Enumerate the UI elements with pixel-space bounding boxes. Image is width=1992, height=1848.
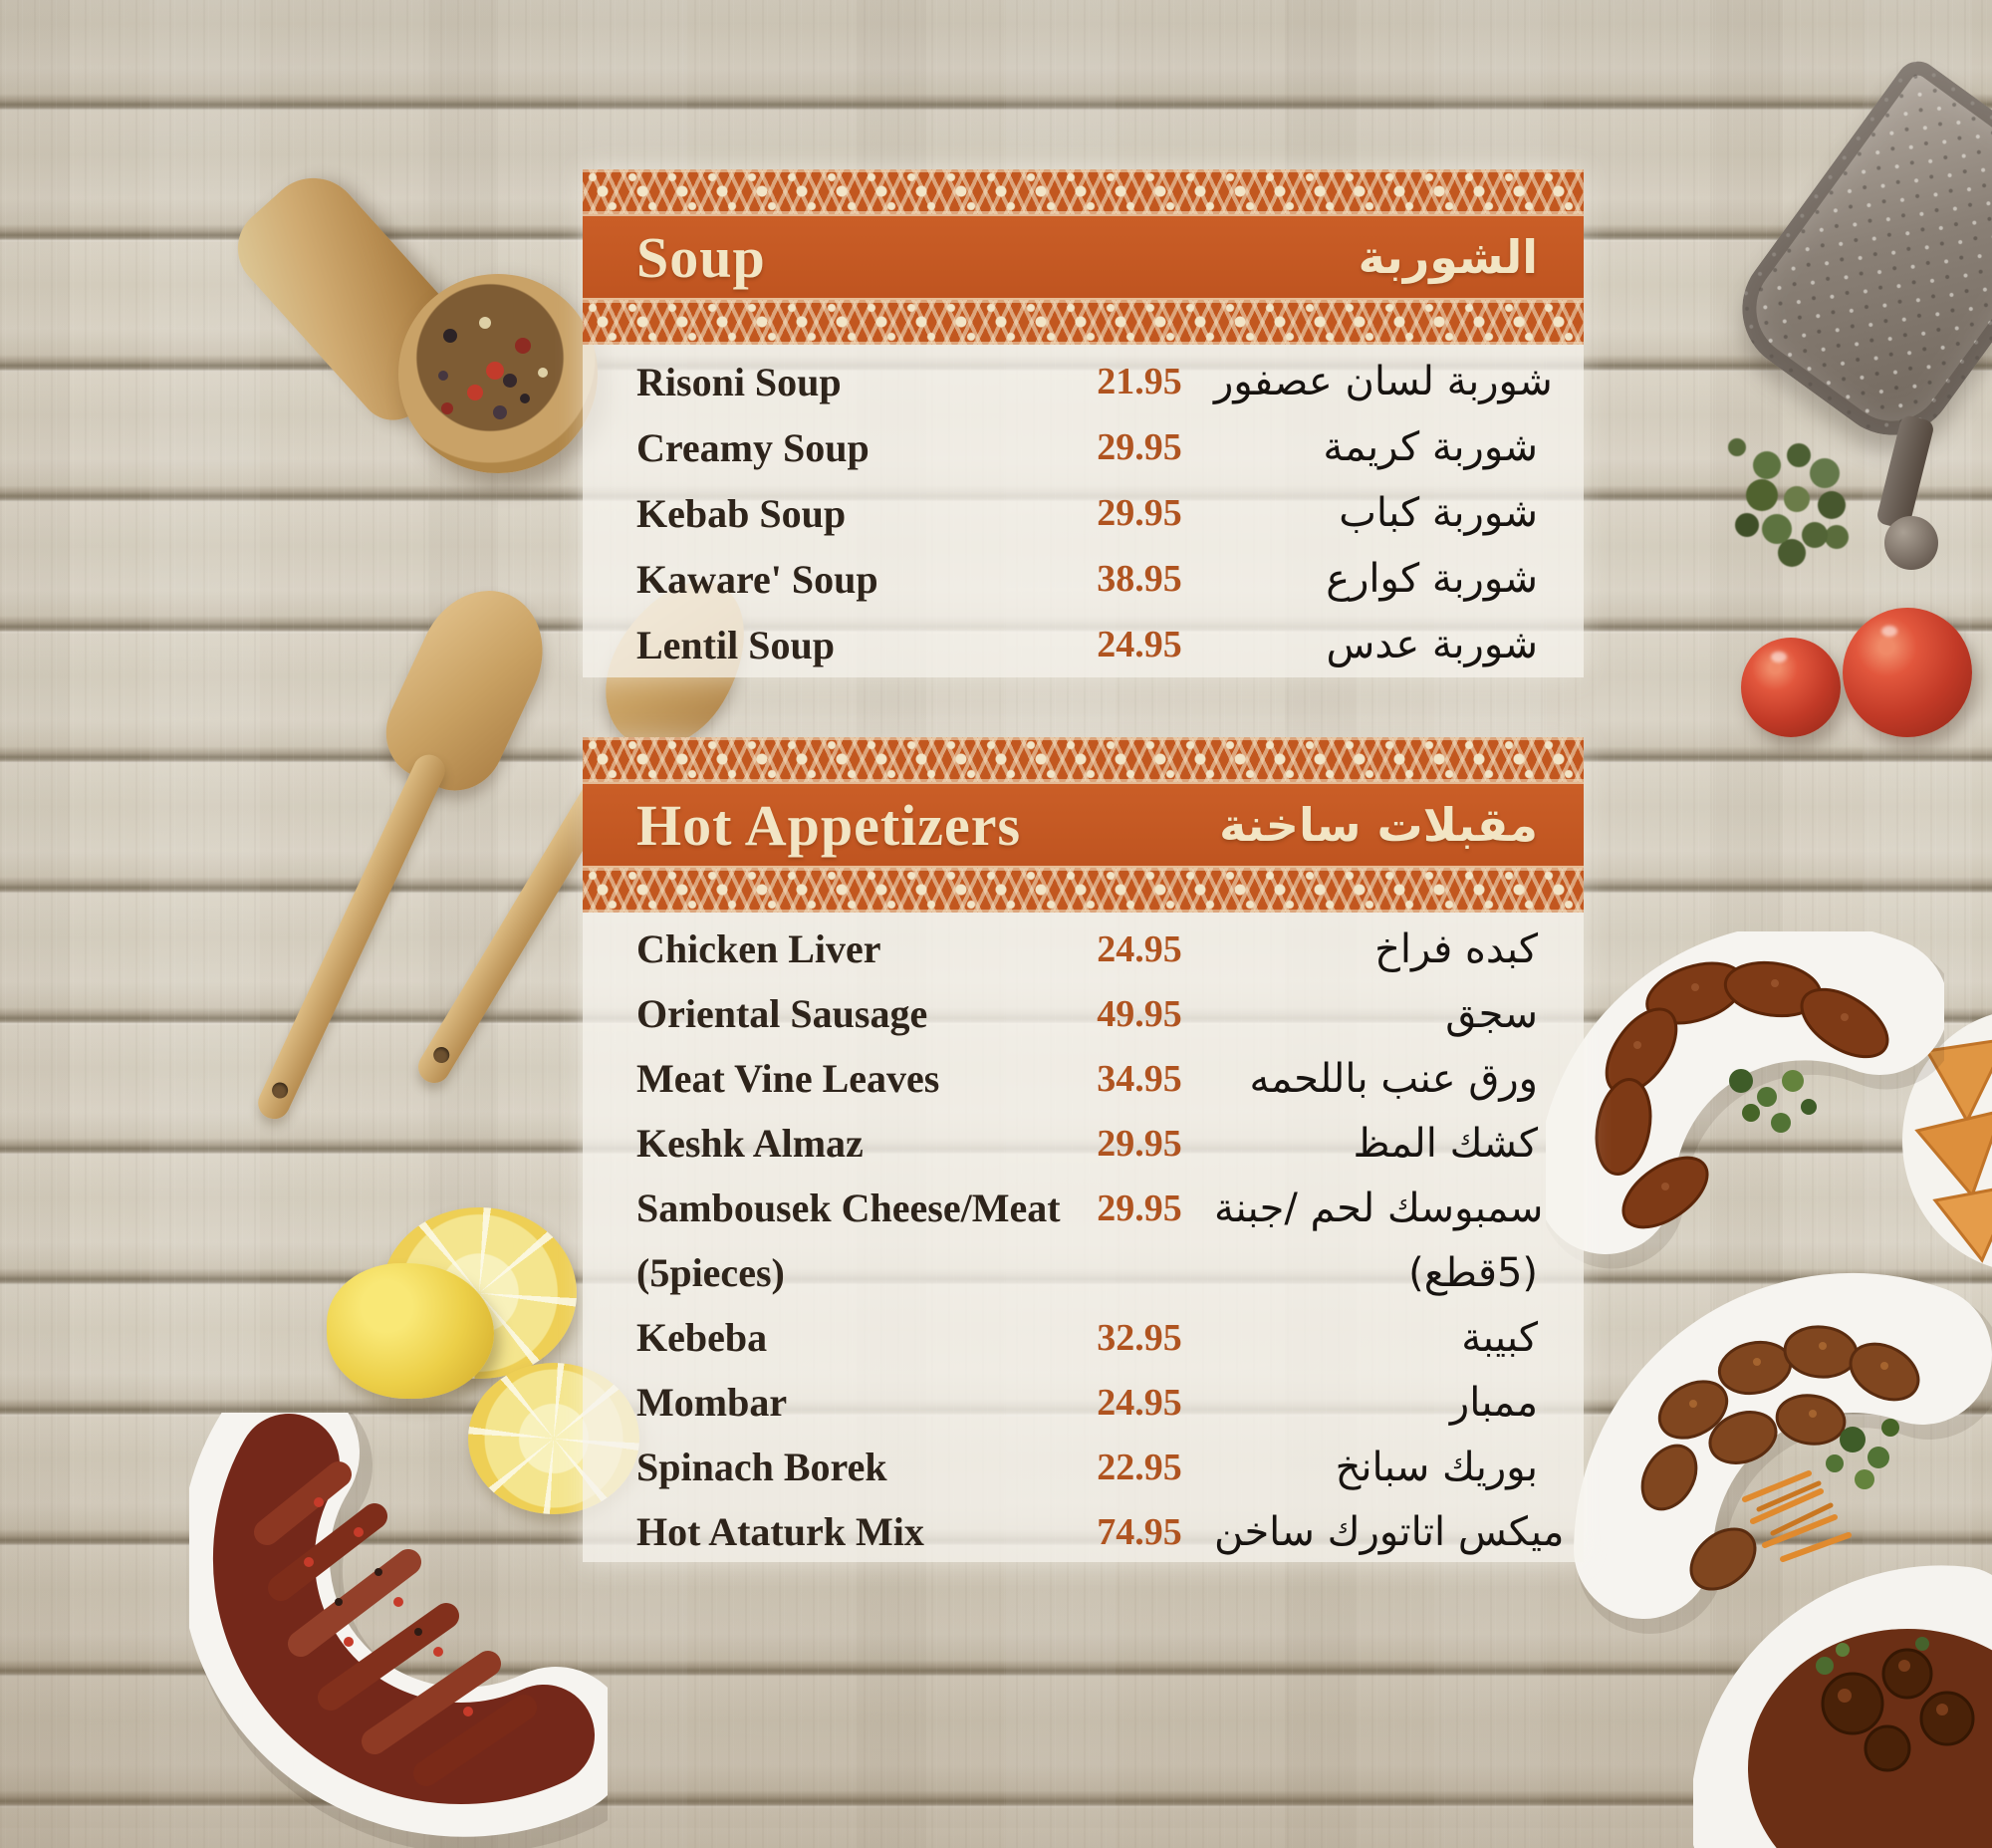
meat-stew-bowl-photo <box>1693 1565 1992 1848</box>
item-name-en: Mombar <box>636 1380 788 1425</box>
item-price: 24.95 <box>1097 927 1182 970</box>
item-name-ar: سمبوسك لحم /جبنة <box>1214 1185 1544 1231</box>
menu-item-row: Kebab Soup 29.95 شوربة كباب <box>636 480 1538 546</box>
item-name-ar: بوريك سبانخ <box>1335 1444 1538 1490</box>
item-name-ar: ورق عنب باللحمه <box>1249 1055 1538 1102</box>
item-name-en: Creamy Soup <box>636 424 870 470</box>
item-name-en: Keshk Almaz <box>636 1121 864 1166</box>
menu-item-row: Mombar 24.95 ممبار <box>636 1370 1538 1435</box>
item-price: 29.95 <box>1097 1187 1182 1229</box>
menu-item-row: Oriental Sausage 49.95 سجق <box>636 981 1538 1046</box>
item-name-en: Kebeba <box>636 1315 768 1360</box>
item-price: 49.95 <box>1097 992 1182 1035</box>
menu-item-row: Meat Vine Leaves 34.95 ورق عنب باللحمه <box>636 1046 1538 1111</box>
item-name-en: Meat Vine Leaves <box>636 1056 940 1101</box>
item-name-ar: كبده فراخ <box>1374 925 1538 972</box>
item-name-en: Oriental Sausage <box>636 991 928 1036</box>
item-price: 32.95 <box>1097 1316 1182 1359</box>
item-price: 21.95 <box>1097 361 1182 402</box>
item-price: 24.95 <box>1097 624 1182 665</box>
item-name-en: Hot Ataturk Mix <box>636 1509 924 1554</box>
wooden-scoop-peppercorns-photo <box>220 134 608 473</box>
lace-border-icon <box>583 169 1584 214</box>
lace-border-icon <box>583 737 1584 782</box>
item-name-ar: ممبار <box>1449 1379 1538 1426</box>
section-title-ar: مقبلات ساخنة <box>1219 798 1538 852</box>
section-title-en: Soup <box>636 224 766 290</box>
item-name-en: Kebab Soup <box>636 490 847 536</box>
item-price: 38.95 <box>1097 558 1182 600</box>
hot-appetizers-item-list: Chicken Liver 24.95 كبده فراخ Oriental Saus… <box>583 913 1584 1564</box>
item-name-en: Spinach Borek <box>636 1445 887 1489</box>
item-name-en: Chicken Liver <box>636 926 881 971</box>
item-name-en: Kaware' Soup <box>636 556 878 602</box>
item-price: 74.95 <box>1097 1510 1182 1553</box>
meatball-plate-photo <box>1574 1273 1992 1634</box>
tomato-photo <box>1741 638 1841 737</box>
item-name-ar: (5قطع) <box>1408 1249 1538 1296</box>
hot-appetizers-section: Hot Appetizers مقبلات ساخنة Chicken Live… <box>583 737 1584 1562</box>
item-name-en: (5pieces) <box>636 1250 785 1295</box>
item-name-ar: كشك المظ <box>1353 1120 1538 1167</box>
menu-item-row: Chicken Liver 24.95 كبده فراخ <box>636 917 1538 981</box>
peppercorns <box>486 362 504 380</box>
item-name-en: Sambousek Cheese/Meat <box>636 1186 1061 1230</box>
menu-item-row: (5pieces) (5قطع) <box>636 1240 1538 1305</box>
sausage-dish-photo <box>189 1413 608 1848</box>
item-price: 22.95 <box>1097 1446 1182 1488</box>
soup-section: Soup الشوربة Risoni Soup 21.95 شوربة لسان … <box>583 169 1584 677</box>
item-price: 29.95 <box>1097 492 1182 534</box>
item-price: 24.95 <box>1097 1381 1182 1424</box>
item-price: 34.95 <box>1097 1057 1182 1100</box>
item-price: 29.95 <box>1097 426 1182 468</box>
menu-item-row: Creamy Soup 29.95 شوربة كريمة <box>636 414 1538 480</box>
menu-item-row: Sambousek Cheese/Meat 29.95 سمبوسك لحم /جب… <box>636 1176 1543 1240</box>
metal-grater-photo <box>1716 52 1992 588</box>
item-name-ar: شوربة لسان عصفور <box>1214 359 1553 404</box>
section-title-ar: الشوربة <box>1358 230 1538 284</box>
section-title-en: Hot Appetizers <box>636 792 1022 858</box>
grater-knob <box>1884 516 1938 570</box>
item-name-ar: سجق <box>1445 990 1538 1037</box>
item-name-ar: شوربة كوارع <box>1326 556 1538 602</box>
item-name-ar: ميكس اتاتورك ساخن <box>1214 1508 1565 1555</box>
lemon-photo <box>327 1263 494 1399</box>
item-name-en: Lentil Soup <box>636 622 835 667</box>
item-name-en: Risoni Soup <box>636 359 842 404</box>
item-name-ar: شوربة عدس <box>1326 622 1538 667</box>
item-name-ar: شوربة كريمة <box>1323 424 1538 470</box>
kibbeh-plate-photo <box>1546 931 1944 1269</box>
menu-item-row: Keshk Almaz 29.95 كشك المظ <box>636 1111 1538 1176</box>
menu-item-row: Spinach Borek 22.95 بوريك سبانخ <box>636 1435 1538 1499</box>
lace-border-icon <box>583 868 1584 913</box>
menu-item-row: Hot Ataturk Mix 74.95 ميكس اتاتورك ساخن <box>636 1499 1564 1564</box>
soup-item-list: Risoni Soup 21.95 شوربة لسان عصفور Creamy S… <box>583 345 1584 677</box>
tomato-photo <box>1843 608 1972 737</box>
item-name-ar: شوربة كباب <box>1339 490 1538 536</box>
menu-item-row: Kebeba 32.95 كبيبة <box>636 1305 1538 1370</box>
soup-header-band: Soup الشوربة <box>583 214 1584 300</box>
thyme-sprig-photo <box>1728 438 1746 456</box>
menu-item-row: Risoni Soup 21.95 شوربة لسان عصفور <box>636 349 1553 414</box>
hot-appetizers-header-band: Hot Appetizers مقبلات ساخنة <box>583 782 1584 868</box>
sambousek-plate-photo <box>1902 1014 1992 1267</box>
menu-item-row: Kaware' Soup 38.95 شوربة كوارع <box>636 546 1538 612</box>
item-price: 29.95 <box>1097 1122 1182 1165</box>
item-name-ar: كبيبة <box>1461 1314 1538 1361</box>
menu-item-row: Lentil Soup 24.95 شوربة عدس <box>636 612 1538 677</box>
lace-border-icon <box>583 300 1584 345</box>
